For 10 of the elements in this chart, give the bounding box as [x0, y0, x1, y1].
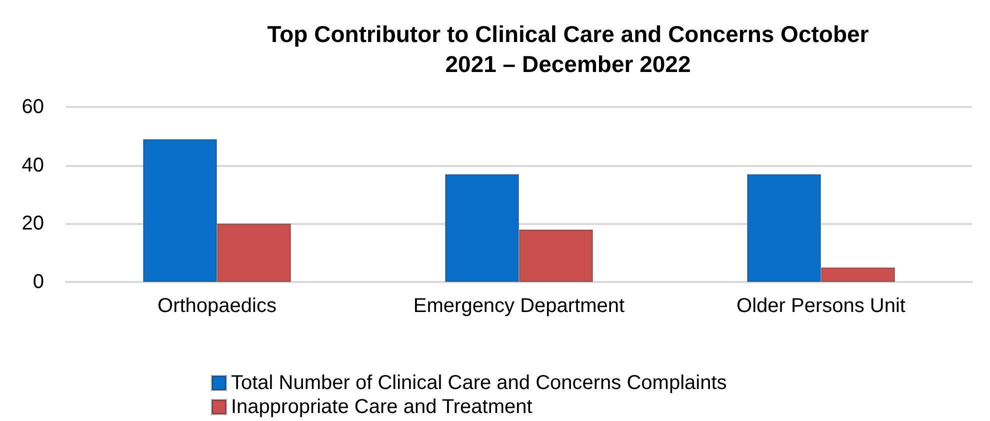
y-tick-label: 40: [22, 154, 44, 176]
legend-label: Inappropriate Care and Treatment: [231, 396, 533, 418]
y-tick-label: 20: [22, 212, 44, 235]
chart-title: Top Contributor to Clinical Care and Concerns October 2021 – December 2022: [267, 21, 869, 77]
x-tick-label: Emergency Department: [413, 295, 626, 317]
y-tick-label: 60: [22, 96, 44, 118]
y-tick-label: 0: [32, 271, 44, 293]
x-tick-label: Orthopaedics: [158, 295, 276, 317]
legend-label: Total Number of Clinical Care and Concerns Complaints: [231, 372, 727, 394]
x-tick-label: Older Persons Unit: [736, 295, 906, 317]
